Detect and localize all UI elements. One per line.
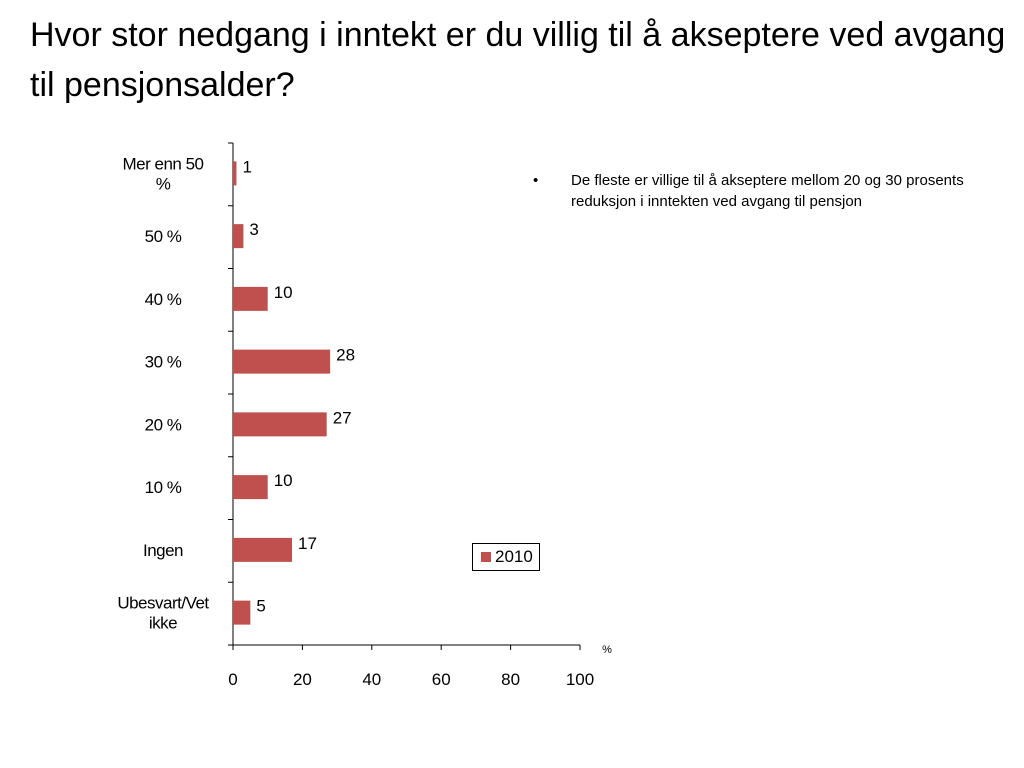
y-tick-label: Ingen [143,541,183,560]
bar [233,349,331,374]
data-label: 10 [274,471,293,490]
bullet-list: • De fleste er villige til å akseptere m… [533,170,993,212]
bar [233,224,244,249]
bar [233,600,251,625]
bullet-text: De fleste er villige til å akseptere mel… [571,172,964,210]
y-tick-label: 50 % [145,227,182,246]
x-tick-label: 100 [566,670,594,689]
x-tick-label: 20 [293,670,312,689]
page-title: Hvor stor nedgang i inntekt er du villig… [30,16,1006,104]
x-tick-label: 0 [228,670,237,689]
data-label: 3 [249,220,258,239]
x-tick-label: 60 [432,670,451,689]
bar [233,161,237,186]
bar [233,412,327,437]
data-label: 17 [298,534,317,553]
y-tick-label: 20 % [145,415,182,434]
x-unit-label: % [602,644,612,656]
chart-legend: 2010 [472,543,540,571]
data-label: 1 [242,157,251,176]
y-tick-label: 10 % [145,478,182,497]
data-label: 10 [274,283,293,302]
y-tick-label: Ubesvart/Vet ikke [117,594,209,633]
legend-swatch [481,552,491,562]
x-tick-label: 80 [501,670,520,689]
data-label: 5 [256,597,265,616]
y-tick-label: 30 % [145,353,182,372]
x-tick-label: 40 [362,670,381,689]
data-label: 28 [336,346,355,365]
bar [233,537,292,562]
bullet-item: • De fleste er villige til å akseptere m… [533,170,993,212]
bar [233,475,268,500]
bullet-symbol: • [533,172,539,189]
legend-label: 2010 [495,547,533,566]
data-label: 27 [333,408,352,427]
bar [233,286,268,311]
y-tick-label: 40 % [145,290,182,309]
y-tick-label: Mer enn 50% [123,154,204,193]
